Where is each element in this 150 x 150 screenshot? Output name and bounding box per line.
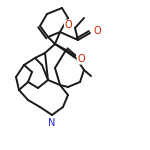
Text: O: O <box>94 26 102 36</box>
Text: O: O <box>77 54 85 64</box>
Text: N: N <box>48 118 56 128</box>
Text: O: O <box>64 20 72 30</box>
